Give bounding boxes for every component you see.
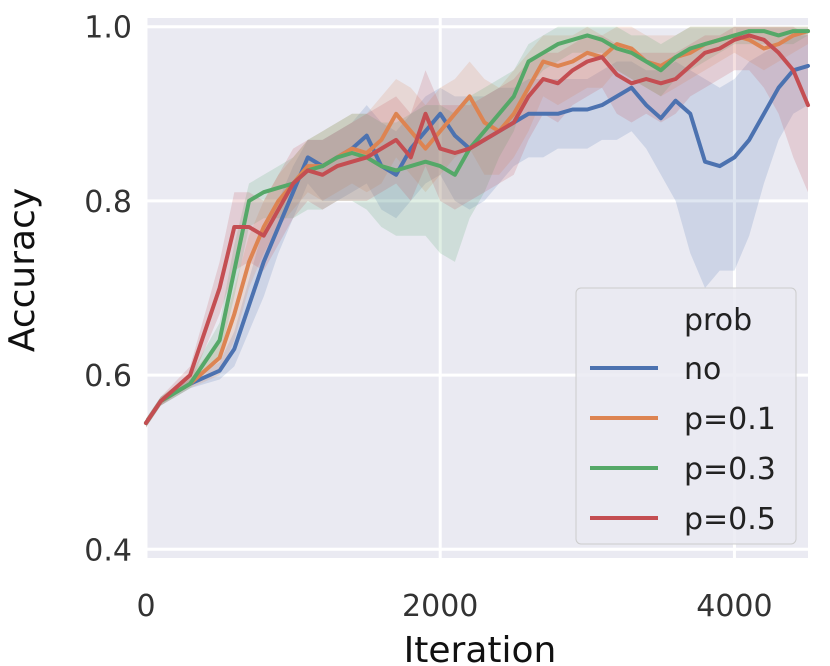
- y-tick-label: 0.6: [84, 359, 132, 394]
- x-tick-label: 0: [136, 589, 155, 624]
- legend-label-p=0.1: p=0.1: [684, 402, 776, 437]
- y-tick-label: 0.4: [84, 533, 132, 568]
- legend-title: prob: [684, 303, 752, 338]
- x-axis-label: Iteration: [404, 630, 557, 666]
- legend-label-p=0.3: p=0.3: [684, 452, 776, 487]
- series-line-p=0.3: [144, 29, 810, 425]
- series-line-p=0.5: [144, 33, 810, 425]
- legend-label-p=0.5: p=0.5: [684, 502, 776, 537]
- legend-label-no: no: [684, 352, 721, 387]
- tick-labels: 0.4 0.6 0.8 1.0 0 2000 4000: [84, 11, 772, 624]
- legend: prob no p=0.1 p=0.3 p=0.5: [575, 287, 797, 545]
- y-tick-label: 0.8: [84, 185, 132, 220]
- band-no: [146, 35, 808, 428]
- y-tick-label: 1.0: [84, 11, 132, 46]
- series-lines: [144, 29, 810, 425]
- y-axis-label: Accuracy: [2, 188, 43, 352]
- x-tick-label: 4000: [696, 589, 772, 624]
- x-tick-label: 2000: [402, 589, 478, 624]
- legend-box: [575, 287, 797, 545]
